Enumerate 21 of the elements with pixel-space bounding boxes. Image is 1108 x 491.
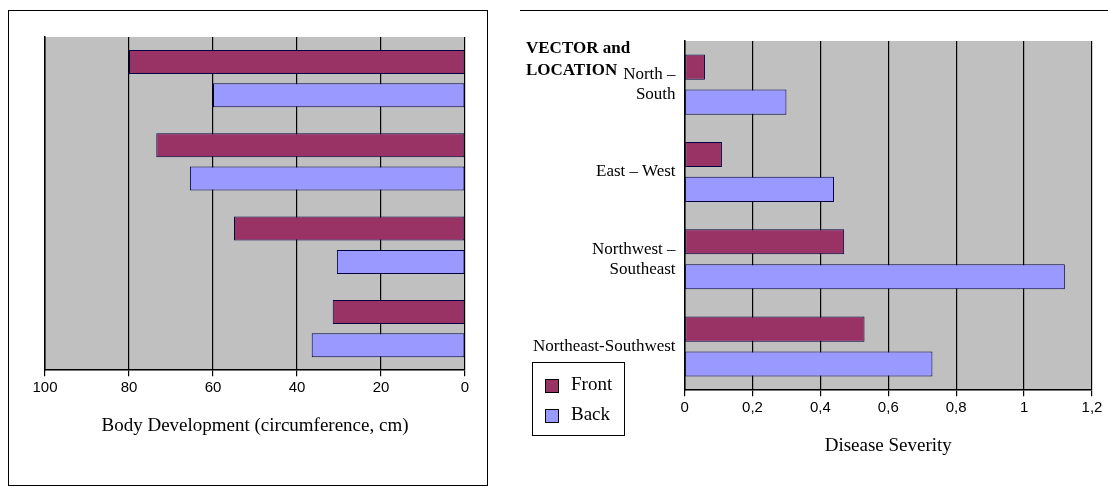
x-tick-label: 1	[1019, 398, 1029, 416]
x-axis-title: Disease Severity	[824, 433, 953, 455]
x-tick-label: 0	[680, 398, 689, 416]
legend-label: Front	[571, 373, 613, 394]
x-tick-label: 20	[372, 378, 390, 396]
x-tick-label: 0,2	[742, 398, 763, 416]
y-tick-label: Northwest – Southeast	[592, 238, 677, 278]
x-tick-label: 0,4	[809, 398, 831, 416]
x-tick-label: 0,6	[877, 398, 899, 416]
y-tick-label: North – South	[623, 63, 677, 104]
x-tick-label: 100	[32, 378, 58, 396]
x-tick-label: 80	[120, 378, 138, 396]
x-axis-title: Body Development (circumference, cm)	[101, 413, 409, 436]
y-tick-label: Northeast-Southwest	[533, 336, 676, 356]
x-tick-label: 0	[460, 378, 470, 396]
x-tick-label: 1,2	[1081, 398, 1103, 416]
x-tick-label: 40	[288, 378, 306, 396]
y-tick-label: East – West	[596, 161, 676, 181]
x-tick-label: 0,8	[945, 398, 967, 416]
x-tick-label: 60	[204, 378, 222, 396]
legend-label: Back	[571, 403, 611, 424]
